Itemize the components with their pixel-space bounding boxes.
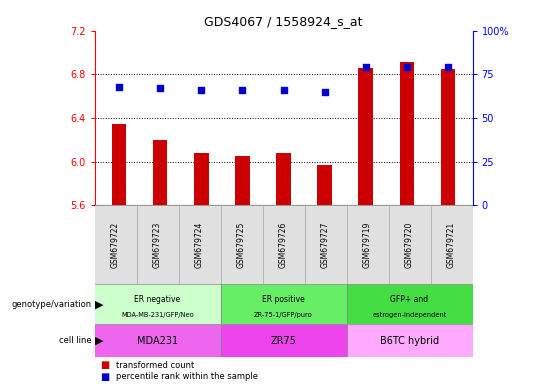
Text: genotype/variation: genotype/variation <box>12 300 92 309</box>
Bar <box>220 324 347 358</box>
Text: cell line: cell line <box>59 336 92 345</box>
Bar <box>220 205 262 284</box>
Bar <box>347 284 472 324</box>
Bar <box>94 284 220 324</box>
Text: ▶: ▶ <box>94 299 103 309</box>
Bar <box>347 324 472 358</box>
Text: GFP+ and: GFP+ and <box>390 295 429 304</box>
Text: MDA-MB-231/GFP/Neo: MDA-MB-231/GFP/Neo <box>121 313 194 318</box>
Text: estrogen-independent: estrogen-independent <box>372 313 447 318</box>
Point <box>238 87 247 93</box>
Bar <box>262 205 305 284</box>
Bar <box>400 62 414 205</box>
Bar <box>235 156 249 205</box>
Point <box>402 65 411 71</box>
Text: ZR75: ZR75 <box>271 336 296 346</box>
Bar <box>318 165 332 205</box>
Bar <box>441 69 455 205</box>
Text: GSM679724: GSM679724 <box>195 222 204 268</box>
Text: ▶: ▶ <box>94 336 103 346</box>
Text: GSM679725: GSM679725 <box>237 222 246 268</box>
Bar <box>112 124 126 205</box>
Point <box>279 87 288 93</box>
Point <box>443 65 452 71</box>
Text: ZR-75-1/GFP/puro: ZR-75-1/GFP/puro <box>254 313 313 318</box>
Bar <box>430 205 472 284</box>
Bar <box>153 140 167 205</box>
Point <box>361 65 370 71</box>
Bar <box>276 153 291 205</box>
Text: GSM679727: GSM679727 <box>321 222 330 268</box>
Text: GSM679726: GSM679726 <box>279 222 288 268</box>
Bar <box>359 68 373 205</box>
Text: ■: ■ <box>100 372 109 382</box>
Text: transformed count: transformed count <box>116 361 194 370</box>
Text: GSM679723: GSM679723 <box>153 222 162 268</box>
Point <box>156 85 165 91</box>
Point <box>197 87 206 93</box>
Bar <box>94 324 220 358</box>
Bar <box>220 284 347 324</box>
Bar <box>179 205 220 284</box>
Text: GSM679721: GSM679721 <box>447 222 456 268</box>
Bar <box>94 205 137 284</box>
Bar <box>194 153 208 205</box>
Text: MDA231: MDA231 <box>137 336 178 346</box>
Bar <box>388 205 430 284</box>
Text: GSM679720: GSM679720 <box>405 222 414 268</box>
Text: B6TC hybrid: B6TC hybrid <box>380 336 439 346</box>
Text: GSM679722: GSM679722 <box>111 222 120 268</box>
Bar <box>305 205 347 284</box>
Text: ■: ■ <box>100 361 109 371</box>
Text: ER positive: ER positive <box>262 295 305 304</box>
Text: percentile rank within the sample: percentile rank within the sample <box>116 372 258 381</box>
Text: ER negative: ER negative <box>134 295 180 304</box>
Bar <box>137 205 179 284</box>
Point <box>115 84 124 90</box>
Bar <box>347 205 388 284</box>
Text: GSM679719: GSM679719 <box>363 222 372 268</box>
Point <box>320 89 329 95</box>
Title: GDS4067 / 1558924_s_at: GDS4067 / 1558924_s_at <box>204 15 363 28</box>
